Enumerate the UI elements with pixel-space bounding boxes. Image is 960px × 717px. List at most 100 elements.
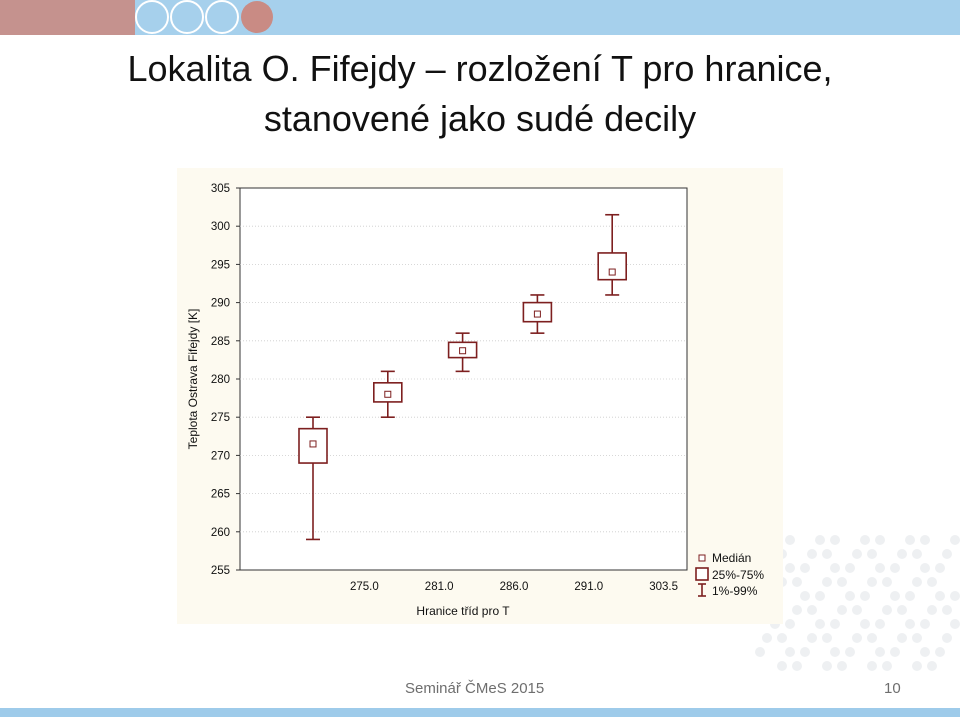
background-dot — [897, 633, 907, 643]
background-dot — [875, 563, 885, 573]
background-dot — [852, 633, 862, 643]
background-dot — [807, 549, 817, 559]
background-dot — [912, 549, 922, 559]
background-dot — [905, 591, 915, 601]
background-dot — [800, 591, 810, 601]
y-tick-label: 270 — [211, 450, 230, 462]
background-dot — [927, 661, 937, 671]
median-marker — [384, 390, 392, 398]
x-tick-label: 291.0 — [574, 581, 603, 593]
bottom-accent-band — [0, 708, 960, 717]
background-dot — [927, 605, 937, 615]
background-dot — [882, 661, 892, 671]
background-dot — [830, 619, 840, 629]
box-series-5 — [597, 213, 628, 296]
background-dot — [942, 549, 952, 559]
background-dot — [920, 647, 930, 657]
background-dot — [777, 633, 787, 643]
y-tick-label: 285 — [211, 336, 230, 348]
legend-median-label: Medián — [712, 551, 751, 565]
background-dot — [792, 605, 802, 615]
background-dot — [890, 563, 900, 573]
background-dot — [897, 549, 907, 559]
y-tick-label: 275 — [211, 412, 230, 424]
y-tick-label: 305 — [211, 183, 230, 195]
background-dot — [785, 535, 795, 545]
background-dot — [897, 605, 907, 615]
background-dot — [845, 647, 855, 657]
footer-text: Seminář ČMeS 2015 — [405, 680, 545, 697]
background-dot — [800, 647, 810, 657]
background-dot — [822, 549, 832, 559]
background-dot — [792, 577, 802, 587]
background-dot — [830, 647, 840, 657]
background-dot — [950, 591, 960, 601]
median-marker — [309, 440, 317, 448]
background-dot — [875, 535, 885, 545]
background-dot — [815, 619, 825, 629]
background-dot — [830, 563, 840, 573]
background-dot — [785, 563, 795, 573]
page-number: 10 — [884, 680, 901, 697]
background-dot — [920, 535, 930, 545]
legend-median-symbol — [698, 554, 706, 562]
background-dot — [792, 661, 802, 671]
background-dot — [845, 591, 855, 601]
median-marker — [459, 347, 467, 355]
deco-circle-3 — [205, 0, 239, 34]
x-tick-label: 303.5 — [649, 581, 678, 593]
deco-bar — [0, 0, 135, 35]
background-dot — [837, 577, 847, 587]
background-dot — [890, 591, 900, 601]
background-dot — [882, 577, 892, 587]
title-line-2: stanovené jako sudé decily — [263, 98, 697, 139]
background-dot — [830, 535, 840, 545]
header-decoration — [0, 0, 273, 35]
background-dot — [807, 633, 817, 643]
legend-box-label: 25%-75% — [712, 568, 764, 582]
title-line-1: Lokalita O. Fifejdy – rozložení T pro hr… — [127, 48, 833, 89]
legend: Medián 25%-75% 1%-99% — [695, 551, 764, 598]
background-dot — [875, 619, 885, 629]
background-dot — [807, 605, 817, 615]
y-tick-label: 300 — [211, 221, 230, 233]
legend-whisker-label: 1%-99% — [712, 584, 758, 598]
background-dot — [875, 647, 885, 657]
y-tick-label: 265 — [211, 489, 230, 501]
median-marker — [533, 310, 541, 318]
x-tick-label: 281.0 — [425, 581, 454, 593]
background-dot — [912, 577, 922, 587]
top-accent-band — [0, 0, 960, 35]
background-dot — [815, 591, 825, 601]
background-dot — [785, 619, 795, 629]
background-dot — [785, 647, 795, 657]
background-dot — [867, 549, 877, 559]
background-dot — [837, 661, 847, 671]
background-dot — [920, 619, 930, 629]
background-dot — [912, 661, 922, 671]
background-dot — [950, 535, 960, 545]
deco-circle-2 — [170, 0, 204, 34]
background-dot — [882, 605, 892, 615]
background-dot — [815, 535, 825, 545]
y-tick-label: 260 — [211, 527, 230, 539]
x-tick-label: 275.0 — [350, 581, 379, 593]
background-dot — [942, 633, 952, 643]
x-tick-label: 286.0 — [500, 581, 529, 593]
background-dot — [935, 563, 945, 573]
box-series-4 — [522, 294, 553, 334]
background-dot — [867, 661, 877, 671]
background-dot — [890, 647, 900, 657]
background-dot — [942, 605, 952, 615]
y-tick-label: 280 — [211, 374, 230, 386]
background-dot — [822, 661, 832, 671]
deco-circle-4 — [241, 1, 273, 33]
background-dot — [927, 577, 937, 587]
background-dot — [912, 633, 922, 643]
y-tick-label: 290 — [211, 298, 230, 310]
background-dot — [950, 619, 960, 629]
y-tick-label: 295 — [211, 259, 230, 271]
box-series-3 — [447, 332, 478, 373]
legend-box-symbol — [695, 567, 709, 581]
background-dot — [822, 633, 832, 643]
